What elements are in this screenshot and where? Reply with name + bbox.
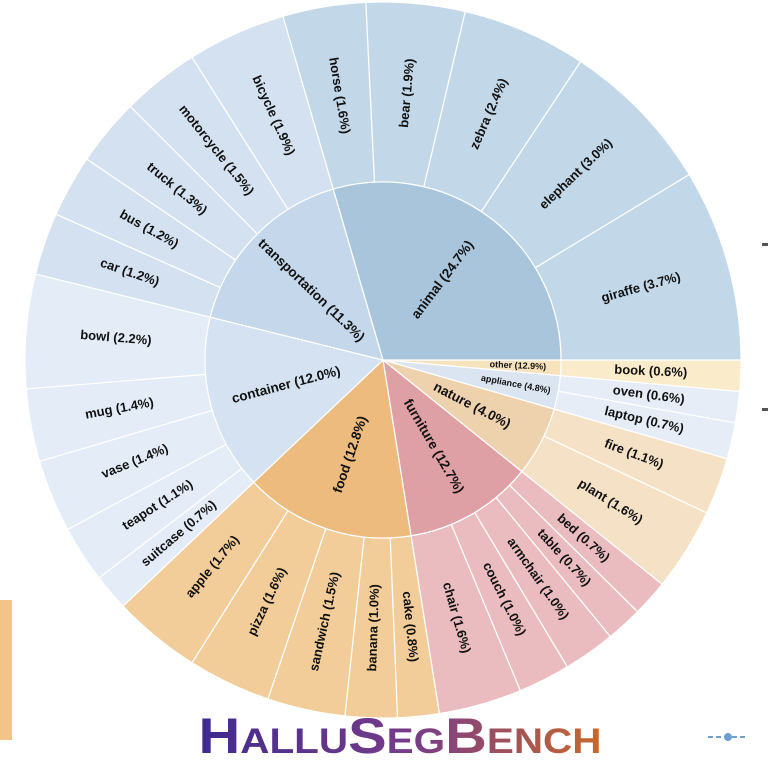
side-decoration bbox=[762, 408, 768, 411]
group-wedge bbox=[332, 181, 562, 361]
logo: HalluSegBench bbox=[199, 708, 602, 764]
leaf-label: bowl (2.2%) bbox=[80, 327, 152, 348]
group-wedge bbox=[382, 358, 523, 537]
group-wedge bbox=[252, 358, 412, 539]
group-wedge bbox=[204, 316, 385, 484]
leaf-label: bear (1.9%) bbox=[396, 58, 417, 128]
side-decoration bbox=[724, 733, 732, 741]
group-label: other (12.9%) bbox=[489, 359, 546, 371]
side-decoration bbox=[762, 243, 768, 246]
side-decoration bbox=[0, 600, 12, 740]
leaf-label: cake (0.8%) bbox=[400, 591, 422, 663]
leaf-label: banana (1.0%) bbox=[364, 584, 382, 672]
group-wedge bbox=[209, 188, 384, 361]
leaf-label: book (0.6%) bbox=[614, 362, 688, 380]
sunburst bbox=[24, 1, 742, 719]
